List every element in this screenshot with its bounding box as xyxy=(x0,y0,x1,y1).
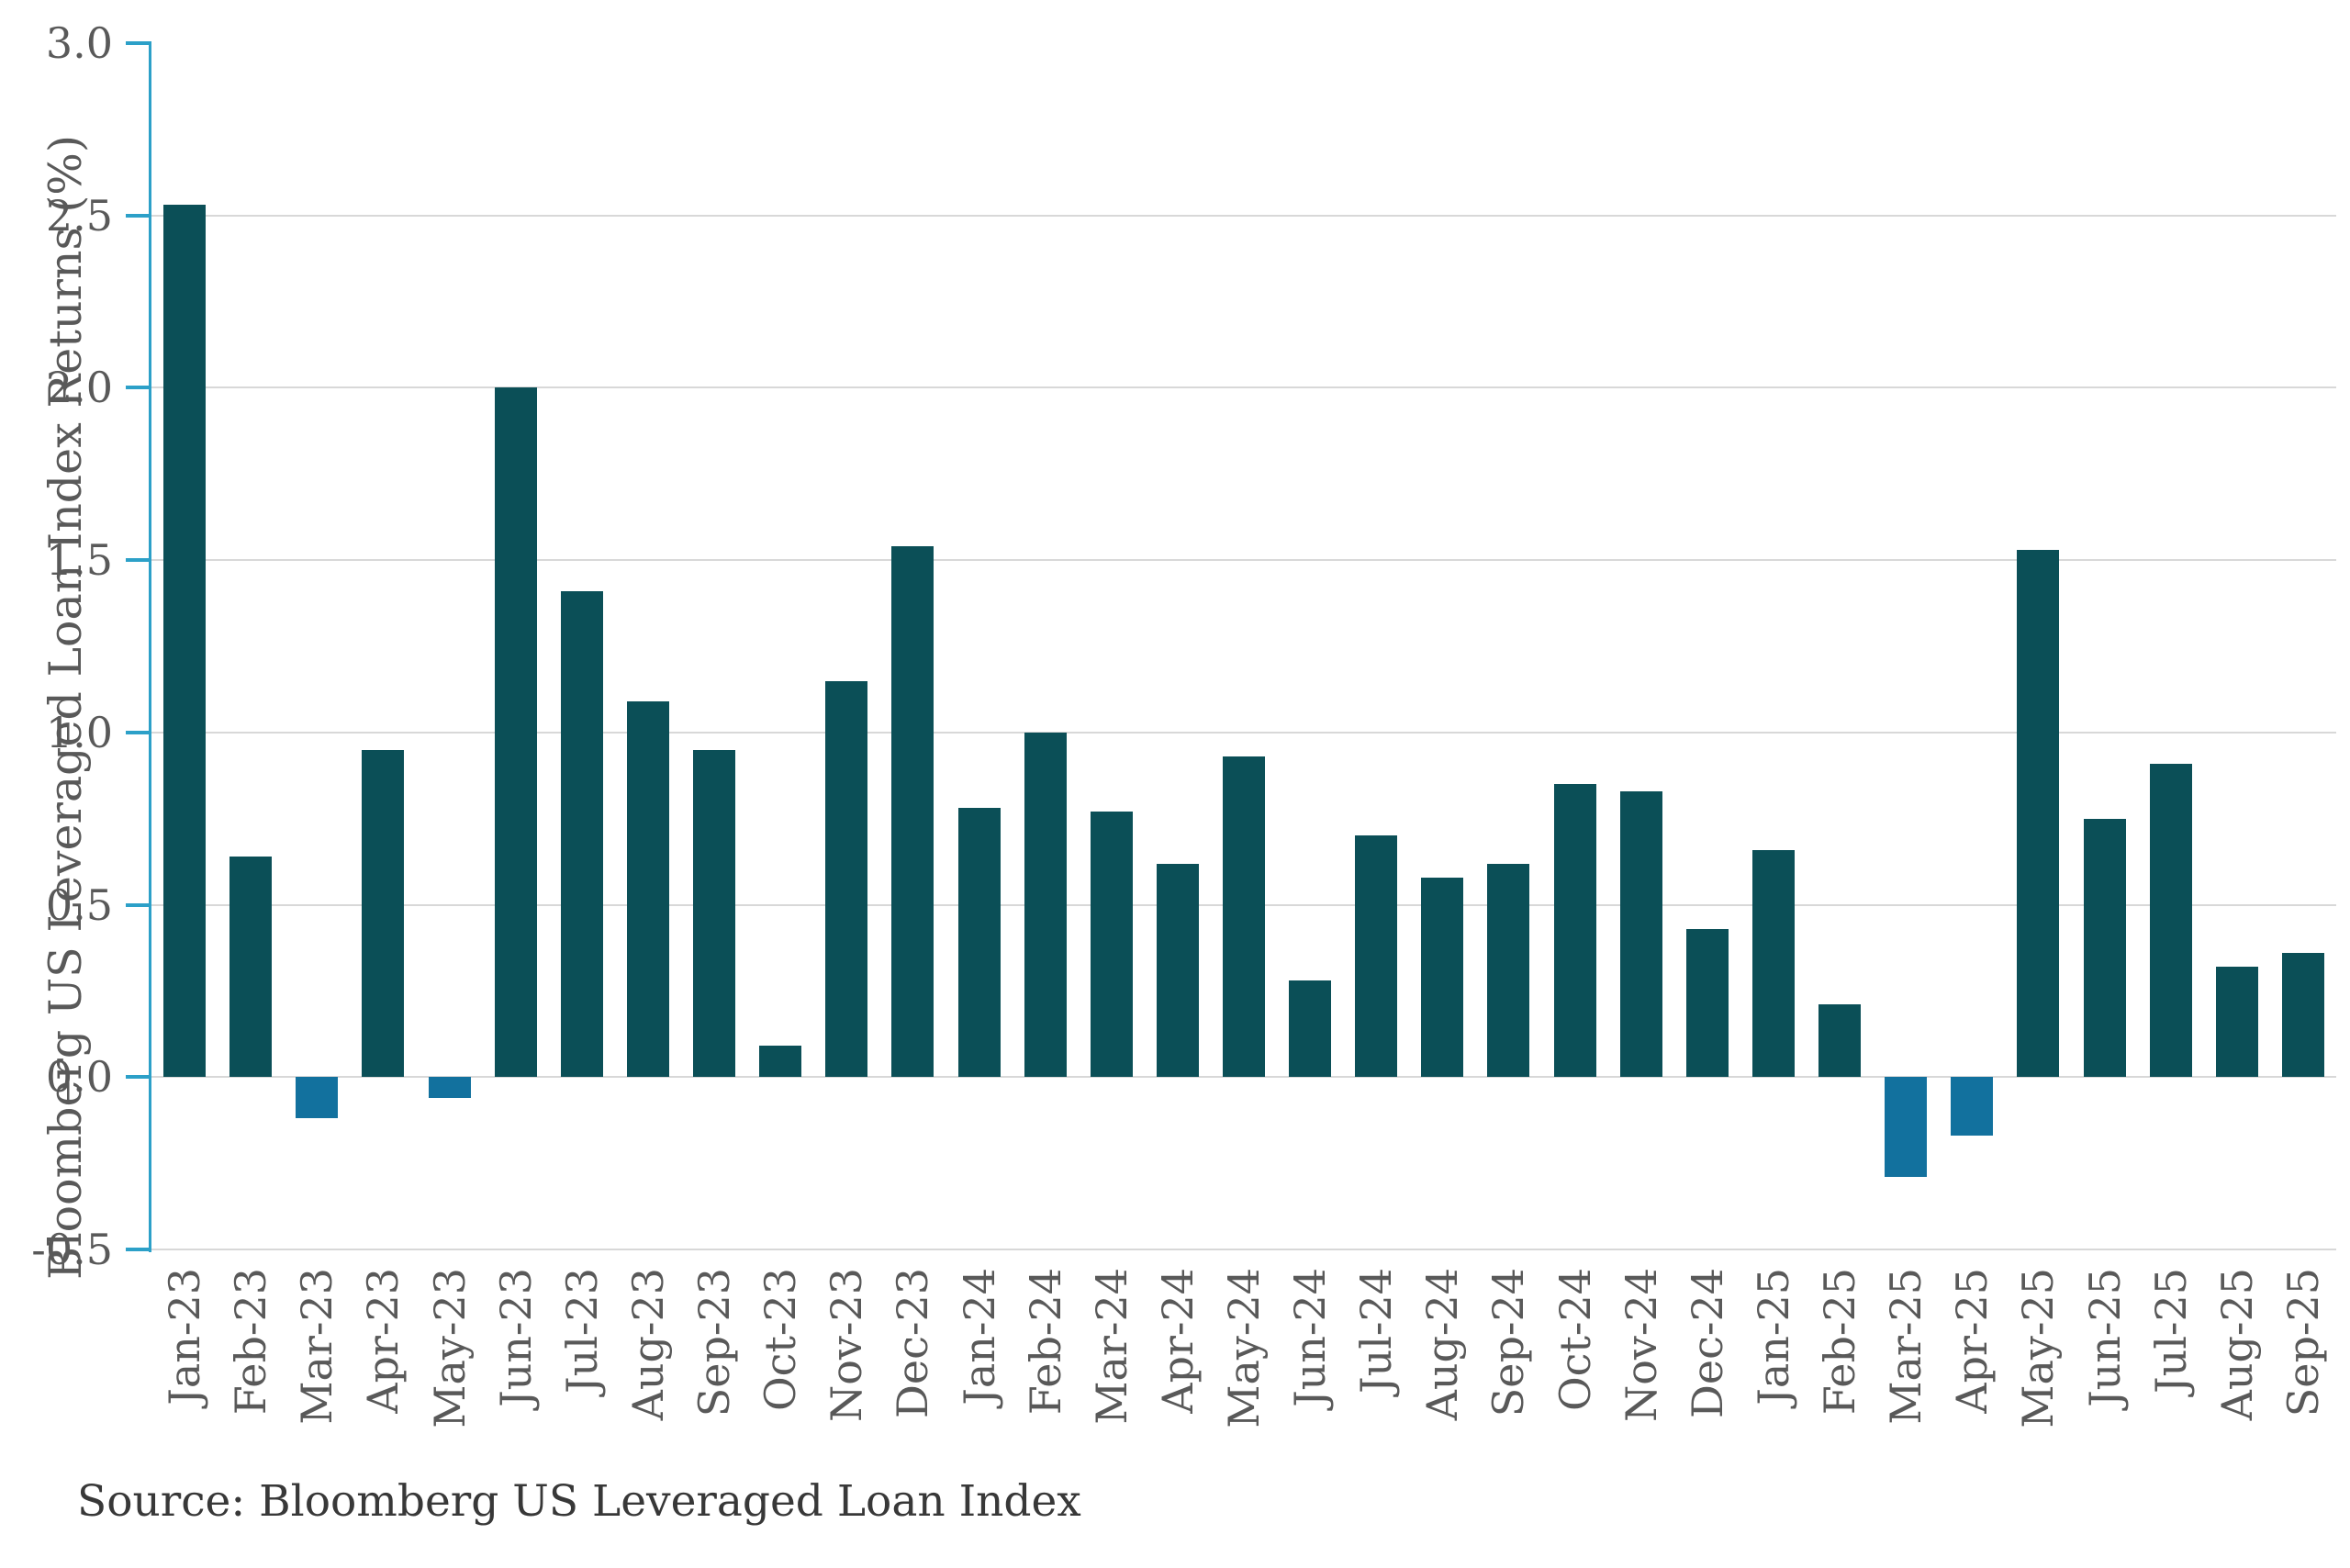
x-label-feb-24: Feb-24 xyxy=(1020,1268,1070,1416)
x-label-oct-23: Oct-23 xyxy=(755,1268,806,1412)
bar-jun-24 xyxy=(1289,980,1332,1078)
bar-may-23 xyxy=(428,1077,471,1098)
x-label-jul-23: Jul-23 xyxy=(556,1268,607,1394)
y-tick-label-2p5: 2.5 xyxy=(45,190,113,241)
x-label-dec-23: Dec-23 xyxy=(888,1268,938,1418)
bar-dec-23 xyxy=(891,546,934,1078)
x-label-jan-24: Jan-24 xyxy=(954,1268,1004,1406)
bar-jan-23 xyxy=(163,205,207,1078)
bar-feb-25 xyxy=(1818,1004,1862,1078)
x-label-mar-23: Mar-23 xyxy=(292,1268,342,1425)
x-label-jun-25: Jun-25 xyxy=(2079,1268,2130,1407)
bar-sep-24 xyxy=(1487,863,1530,1078)
x-label-jan-23: Jan-23 xyxy=(160,1268,210,1406)
bar-may-25 xyxy=(2017,549,2060,1078)
bar-jun-23 xyxy=(494,387,537,1078)
bar-may-24 xyxy=(1223,756,1265,1078)
y-tick-1p0 xyxy=(126,730,151,734)
x-label-nov-23: Nov-23 xyxy=(822,1268,872,1423)
y-tick-label-neg0p5: -0.5 xyxy=(31,1225,113,1274)
gridline-2p0 xyxy=(151,386,2336,389)
x-label-jul-25: Jul-25 xyxy=(2145,1268,2196,1394)
x-label-feb-23: Feb-23 xyxy=(226,1268,276,1416)
bar-dec-24 xyxy=(1685,928,1729,1078)
y-tick-neg0p5 xyxy=(126,1248,151,1251)
x-label-oct-24: Oct-24 xyxy=(1550,1268,1600,1412)
bar-aug-24 xyxy=(1421,877,1464,1078)
x-label-apr-24: Apr-24 xyxy=(1152,1268,1203,1414)
x-label-mar-24: Mar-24 xyxy=(1086,1268,1136,1425)
x-label-jun-23: Jun-23 xyxy=(490,1268,541,1407)
x-label-jul-24: Jul-24 xyxy=(1351,1268,1402,1394)
bar-jul-23 xyxy=(560,590,603,1078)
bar-nov-23 xyxy=(825,680,868,1078)
source-note: Source: Bloomberg US Leveraged Loan Inde… xyxy=(77,1476,1081,1527)
y-tick-2p5 xyxy=(126,213,151,218)
bar-nov-24 xyxy=(1619,790,1662,1078)
y-tick-label-2p0: 2.0 xyxy=(45,363,113,413)
x-label-nov-24: Nov-24 xyxy=(1616,1268,1666,1423)
gridline-2p5 xyxy=(151,214,2336,217)
y-tick-3p0 xyxy=(126,41,151,45)
bar-aug-25 xyxy=(2215,967,2258,1078)
gridline-0p0 xyxy=(151,1076,2336,1079)
x-label-mar-25: Mar-25 xyxy=(1881,1268,1931,1425)
y-tick-2p0 xyxy=(126,386,151,390)
bar-mar-24 xyxy=(1090,812,1133,1078)
bar-jan-25 xyxy=(1751,849,1795,1078)
bar-jul-24 xyxy=(1355,835,1398,1078)
bar-jan-24 xyxy=(957,808,1001,1078)
bar-apr-23 xyxy=(362,749,405,1078)
bar-oct-24 xyxy=(1553,784,1596,1078)
x-label-jun-24: Jun-24 xyxy=(1285,1268,1336,1407)
bar-aug-23 xyxy=(626,701,669,1078)
bar-sep-23 xyxy=(693,749,736,1078)
y-tick-0p0 xyxy=(126,1075,151,1080)
bar-mar-25 xyxy=(1885,1077,1928,1178)
bar-jul-25 xyxy=(2149,763,2192,1078)
bar-feb-24 xyxy=(1024,732,1067,1078)
bar-jun-25 xyxy=(2083,818,2126,1078)
x-label-may-23: May-23 xyxy=(424,1268,475,1428)
x-label-jan-25: Jan-25 xyxy=(1748,1268,1798,1406)
bar-sep-25 xyxy=(2281,953,2324,1078)
gridline-1p5 xyxy=(151,559,2336,562)
x-label-sep-25: Sep-25 xyxy=(2277,1268,2328,1417)
y-tick-label-3p0: 3.0 xyxy=(45,18,113,68)
x-label-may-25: May-25 xyxy=(2013,1268,2064,1428)
bar-apr-25 xyxy=(1951,1077,1994,1137)
y-tick-label-1p5: 1.5 xyxy=(45,535,113,586)
x-label-apr-23: Apr-23 xyxy=(358,1268,408,1414)
x-label-sep-23: Sep-23 xyxy=(689,1268,740,1417)
bar-apr-24 xyxy=(1156,863,1199,1078)
y-tick-1p5 xyxy=(126,558,151,563)
x-label-dec-24: Dec-24 xyxy=(1682,1268,1732,1418)
x-label-apr-25: Apr-25 xyxy=(1947,1268,1998,1414)
x-label-sep-24: Sep-24 xyxy=(1483,1268,1534,1417)
bar-oct-23 xyxy=(759,1046,802,1078)
x-label-may-24: May-24 xyxy=(1219,1268,1269,1428)
y-tick-label-1p0: 1.0 xyxy=(45,707,113,757)
bar-mar-23 xyxy=(296,1077,339,1119)
x-label-aug-25: Aug-25 xyxy=(2211,1268,2262,1421)
x-label-aug-23: Aug-23 xyxy=(622,1268,673,1421)
bar-feb-23 xyxy=(229,857,273,1078)
y-tick-label-0p0: 0.0 xyxy=(45,1052,113,1103)
y-tick-0p5 xyxy=(126,902,151,907)
y-tick-label-0p5: 0.5 xyxy=(45,879,113,930)
gridline-neg0p5 xyxy=(151,1249,2336,1250)
x-label-aug-24: Aug-24 xyxy=(1417,1268,1468,1421)
x-label-feb-25: Feb-25 xyxy=(1815,1268,1865,1416)
gridline-1p0 xyxy=(151,731,2336,734)
y-axis-line xyxy=(149,43,151,1252)
